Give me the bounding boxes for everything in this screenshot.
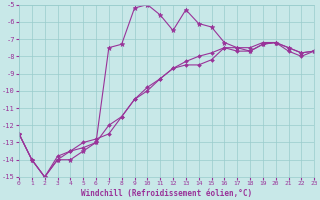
X-axis label: Windchill (Refroidissement éolien,°C): Windchill (Refroidissement éolien,°C) bbox=[81, 189, 252, 198]
